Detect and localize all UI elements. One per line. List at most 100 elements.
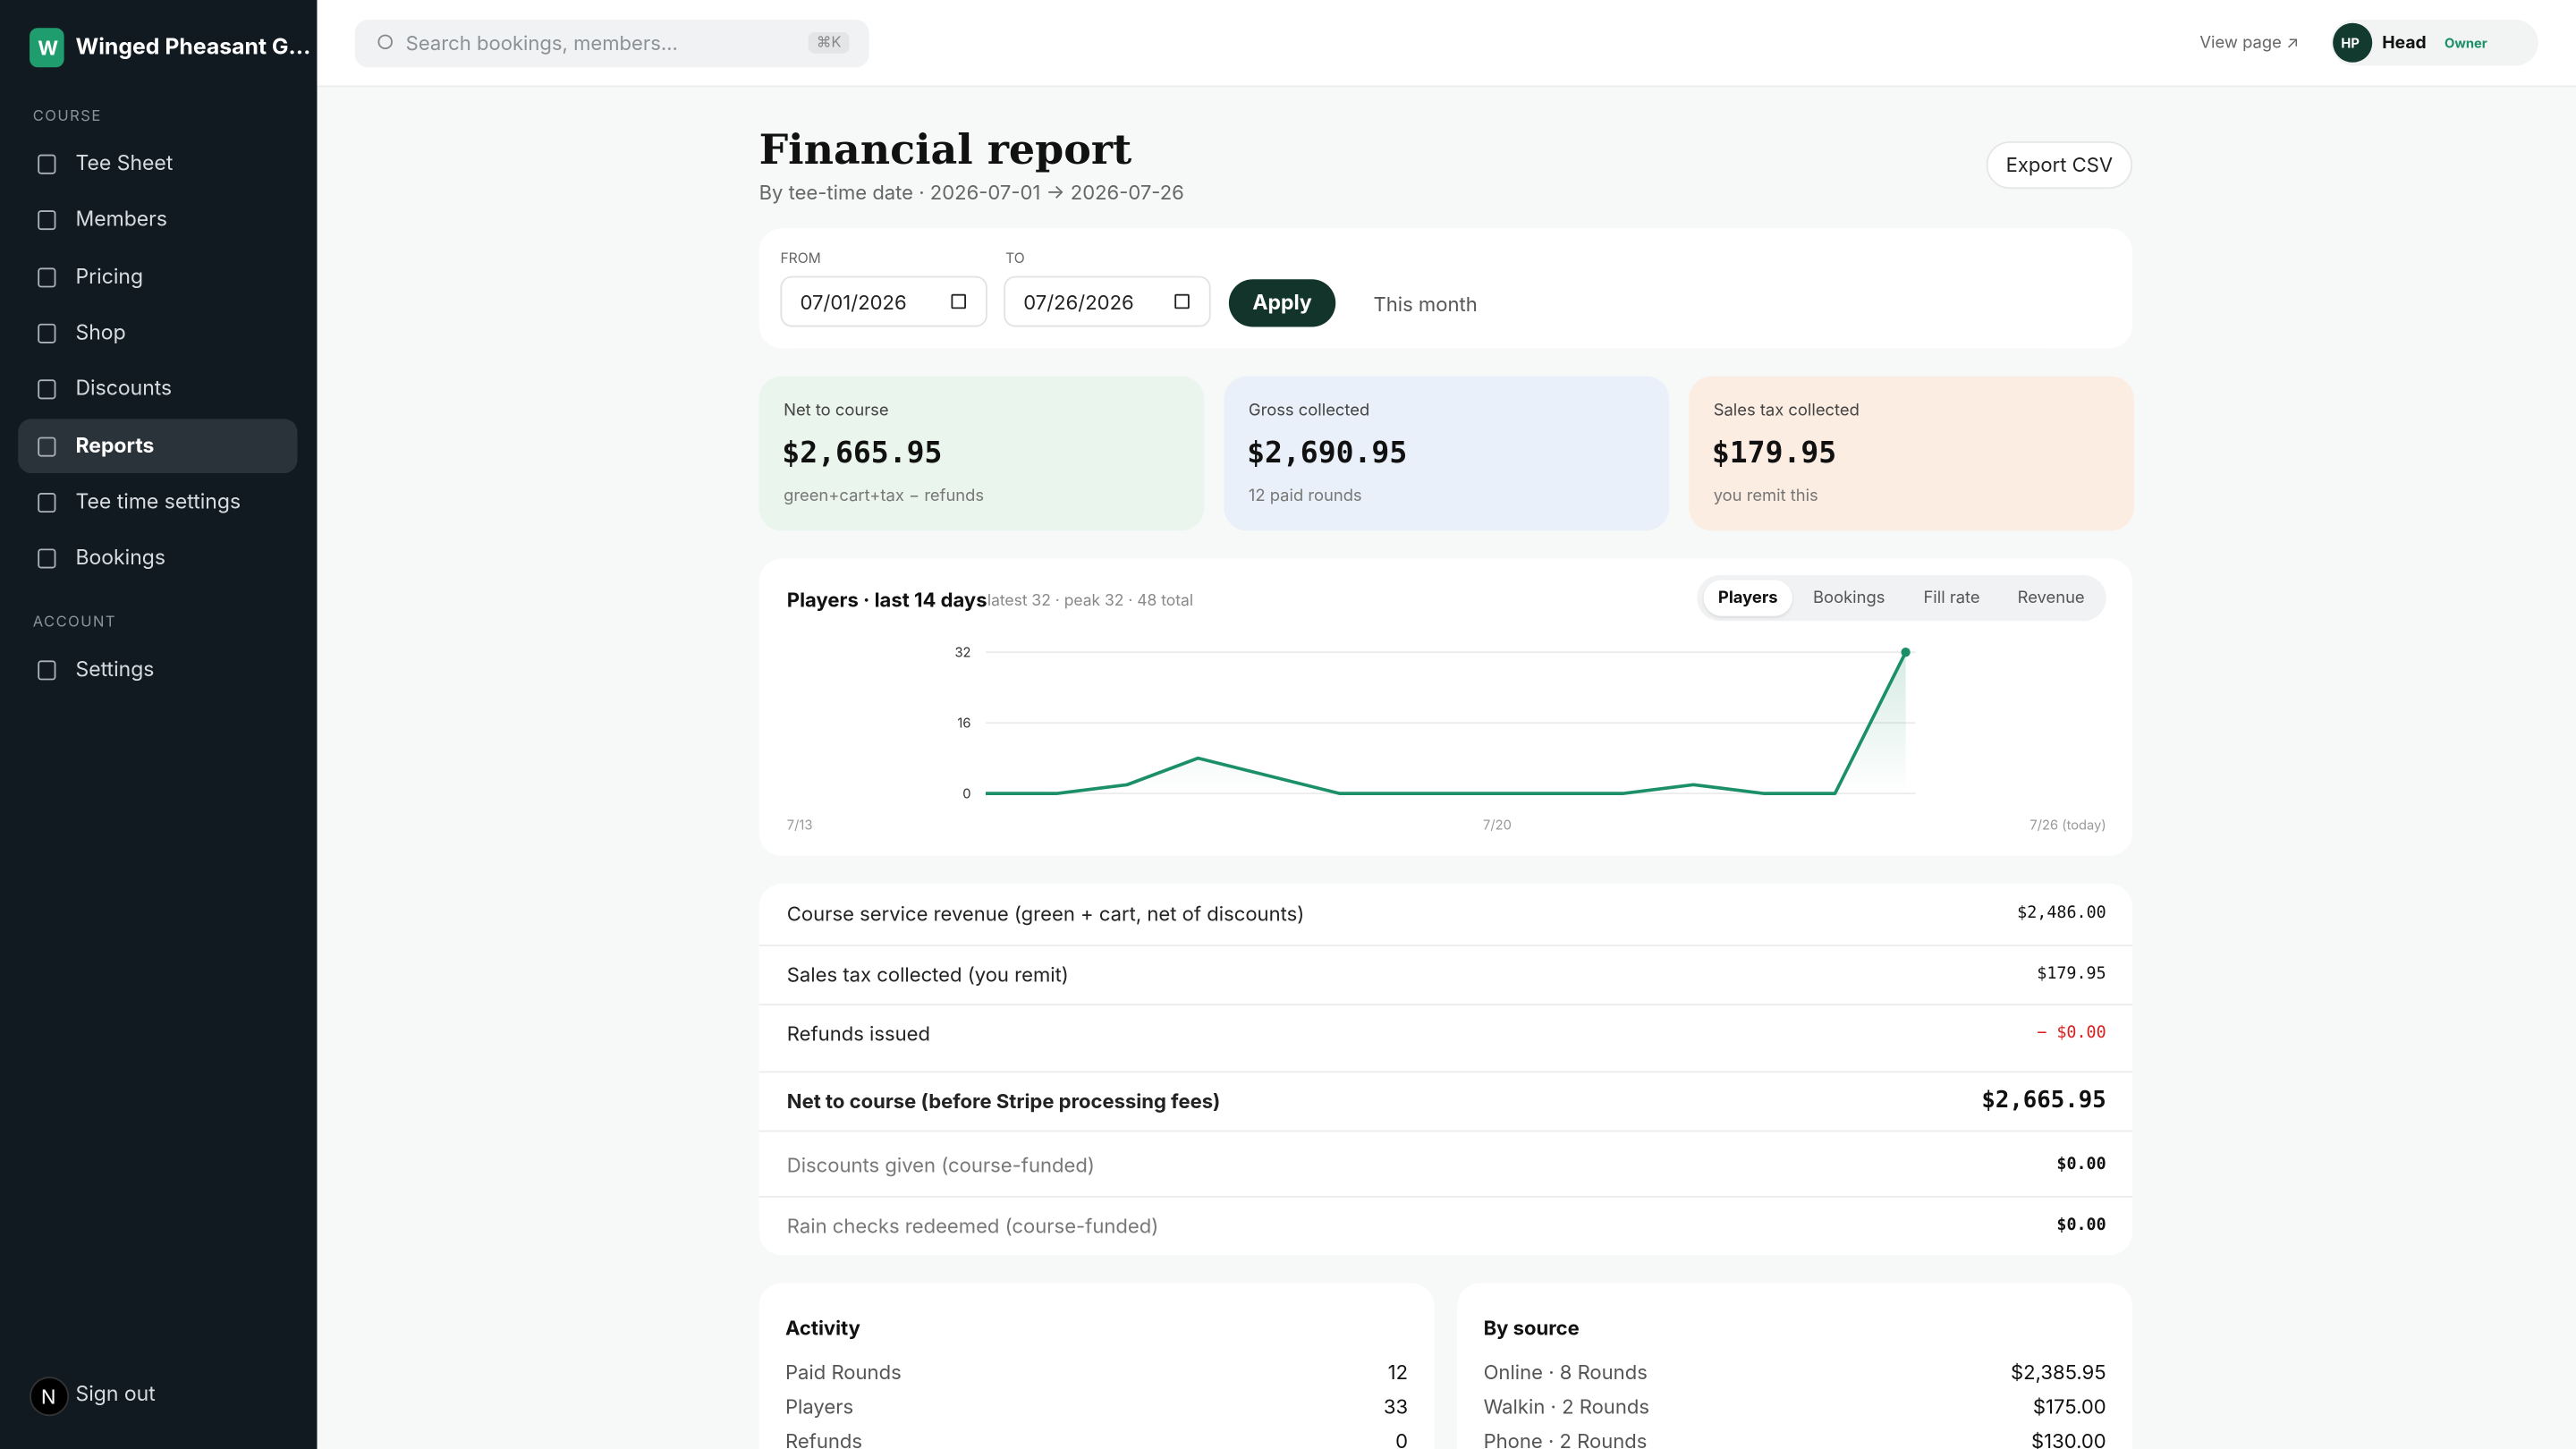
search-placeholder: Search bookings, members... — [405, 30, 678, 55]
nav-item[interactable]: Settings — [75, 658, 155, 683]
tab[interactable]: Fill rate — [1923, 588, 1980, 608]
divider — [758, 944, 2133, 946]
avatar-letter: N — [40, 1384, 56, 1409]
ledger-label: Refunds issued — [786, 1021, 931, 1046]
x-tick-label: 7/26 (today) — [2029, 818, 2106, 834]
logo — [30, 28, 64, 68]
ledger-value: $0.00 — [2056, 1216, 2106, 1235]
cal-icon — [1174, 293, 1190, 309]
search-icon — [377, 34, 393, 50]
brand: Winged Pheasant G... — [75, 34, 311, 61]
x-tick-label: 7/13 — [787, 818, 813, 834]
to-label: TO — [1005, 251, 1025, 268]
apply-button[interactable] — [1228, 279, 1336, 327]
nav-item[interactable]: Tee time settings — [75, 489, 242, 515]
ledger-value: $179.95 — [2037, 965, 2106, 984]
user-avatar — [2333, 22, 2373, 63]
export-label[interactable]: Export CSV — [2005, 151, 2114, 177]
section-title: ACCOUNT — [32, 614, 117, 632]
summary-title: Activity — [784, 1315, 860, 1340]
summary-card — [1457, 1283, 2133, 1449]
chart-title: Players · last 14 days — [786, 587, 987, 613]
user-initials: HP — [2341, 34, 2360, 51]
search-box[interactable] — [354, 20, 869, 68]
nav-icon — [38, 267, 56, 287]
nav-icon — [38, 548, 56, 569]
nav-item[interactable]: Shop — [75, 320, 126, 346]
ledger-card — [758, 884, 2133, 1256]
tab[interactable]: Players — [1717, 588, 1778, 608]
summary-value: $130.00 — [2031, 1428, 2106, 1449]
nav-icon — [38, 661, 56, 682]
shortcut: ⌘K — [808, 31, 850, 54]
summary-card — [758, 1283, 1435, 1449]
to-input[interactable] — [1004, 275, 1211, 327]
section-title: COURSE — [32, 107, 102, 126]
user-name: Head — [2382, 31, 2427, 54]
tab[interactable]: Bookings — [1813, 588, 1885, 608]
nav-icon — [38, 492, 56, 513]
view-page[interactable]: View page ↗ — [2199, 32, 2300, 53]
logo-letter: W — [38, 35, 59, 61]
y-tick-label: 32 — [954, 645, 970, 661]
y-tick-label: 16 — [957, 716, 970, 732]
divider — [758, 1070, 2133, 1072]
nav-active — [18, 418, 298, 473]
summary-label: Refunds — [784, 1428, 863, 1449]
from-input[interactable] — [780, 275, 987, 327]
ledger-value: $2,486.00 — [2017, 904, 2106, 923]
ledger-value: $0.00 — [2056, 1156, 2106, 1174]
summary-value: 33 — [1383, 1394, 1409, 1419]
kpi-label: Gross collected — [1248, 401, 1370, 421]
divider — [758, 1195, 2133, 1198]
kpi-note: 12 paid rounds — [1248, 486, 1362, 506]
apply-label[interactable]: Apply — [1252, 292, 1312, 317]
divider — [758, 1004, 2133, 1006]
from-value: 07/01/2026 — [800, 290, 907, 315]
ledger-label: Rain checks redeemed (course-funded) — [786, 1213, 1159, 1238]
summary-label: Phone · 2 Rounds — [1483, 1428, 1648, 1449]
kpi-value: $2,690.95 — [1247, 436, 1408, 471]
tab[interactable]: Revenue — [2017, 588, 2085, 608]
ledger-label: Discounts given (course-funded) — [786, 1152, 1095, 1178]
sidebar — [0, 0, 318, 1449]
page-subtitle: By tee-time date · 2026-07-01 → 2026-07-… — [758, 180, 1184, 205]
nav-item[interactable]: Pricing — [75, 264, 144, 290]
nav-item[interactable]: Discounts — [75, 377, 173, 402]
ledger-label: Sales tax collected (you remit) — [786, 962, 1069, 987]
summary-value: $2,385.95 — [2011, 1359, 2106, 1385]
avatar — [30, 1377, 70, 1417]
kpi-label: Sales tax collected — [1713, 401, 1860, 421]
end-point — [1901, 648, 1911, 657]
preset-link[interactable]: This month — [1373, 292, 1478, 317]
kpi-value: $179.95 — [1711, 436, 1837, 471]
kpi-note: you remit this — [1713, 486, 1818, 506]
summary-value: 12 — [1387, 1359, 1409, 1385]
nav-icon — [38, 436, 56, 456]
kpi-label: Net to course — [784, 401, 889, 421]
to-value: 07/26/2026 — [1023, 290, 1134, 315]
user-role: Owner — [2445, 34, 2487, 51]
sign-out[interactable]: Sign out — [75, 1382, 156, 1408]
summary-value: 0 — [1395, 1428, 1409, 1449]
ledger-value: − $0.00 — [2037, 1024, 2106, 1043]
summary-value: $175.00 — [2032, 1394, 2106, 1419]
nav-item[interactable]: Members — [75, 208, 167, 233]
kpi-card — [1689, 376, 2134, 531]
summary-title: By source — [1483, 1315, 1580, 1340]
filter-card — [758, 228, 2133, 349]
export-button[interactable] — [1986, 140, 2133, 190]
x-tick-label: 7/20 — [1483, 818, 1512, 834]
nav-item[interactable]: Reports — [75, 433, 155, 459]
ledger-label: Net to course (before Stripe processing … — [786, 1088, 1221, 1114]
summary-label: Walkin · 2 Rounds — [1483, 1394, 1649, 1419]
nav-item[interactable]: Tee Sheet — [75, 151, 174, 177]
nav-item[interactable]: Bookings — [75, 546, 165, 572]
summary-label: Players — [784, 1394, 854, 1419]
summary-label: Online · 8 Rounds — [1483, 1359, 1648, 1385]
ledger-label: Course service revenue (green + cart, ne… — [786, 901, 1305, 926]
cal-icon — [951, 293, 966, 309]
tab-active — [1703, 580, 1792, 616]
